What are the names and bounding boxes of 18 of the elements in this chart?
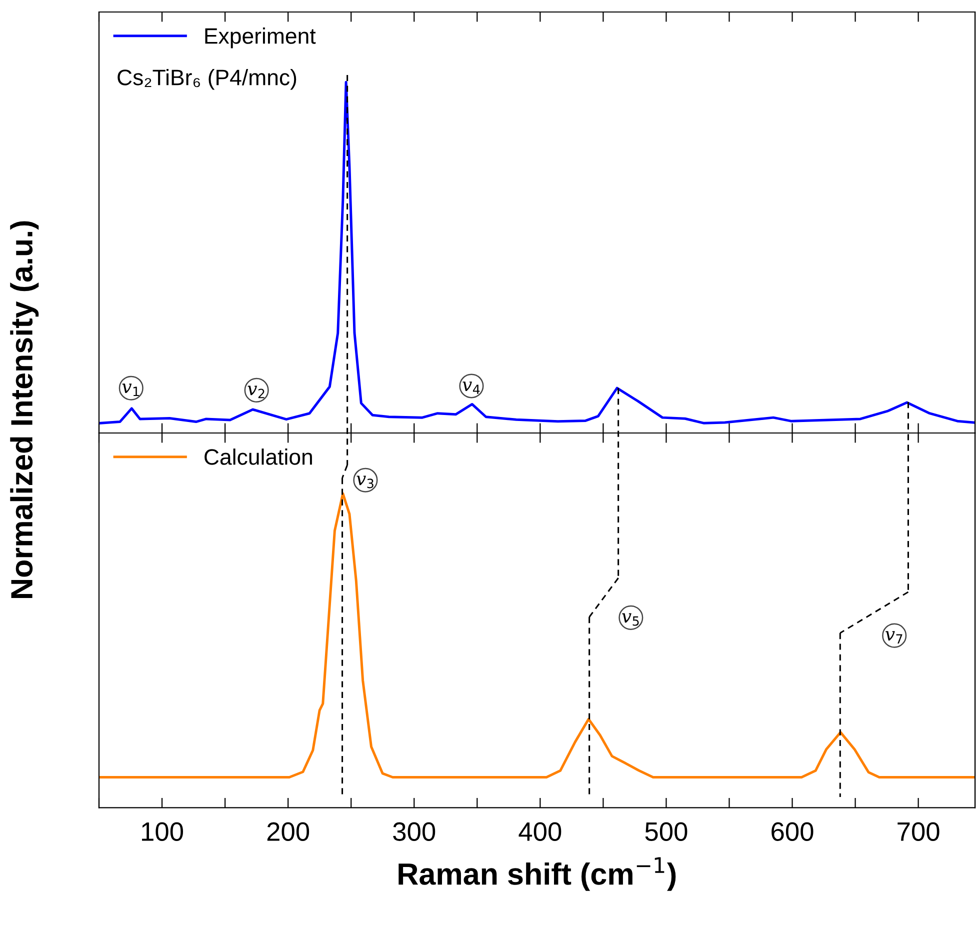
x-tick-label: 700 [898,822,940,841]
annotation: v$_{7}$ [886,631,902,644]
x-tick-label: 300 [393,822,436,841]
x-tick-label: 400 [518,822,562,841]
annotation: Cs₂TiBr₆ (P4/mnc) [118,69,296,90]
annotation: v$_{2}$ [248,386,264,398]
x-tick-label: 500 [645,822,688,841]
annotation: v$_{3}$ [356,476,374,488]
annotation: v$_{4}$ [462,382,480,394]
x-tick-label: 600 [772,822,814,841]
legend-label: Experiment [205,28,316,48]
annotation: v$_{1}$ [122,384,139,396]
x-axis-title: Raman shift (cm$^{−1}$) [398,857,676,891]
x-tick-label: 200 [267,822,310,841]
y-axis-title: Normalized Intensity (a.u.) [10,221,39,598]
x-tick-label: 100 [142,822,184,841]
annotation: v$_{5}$ [622,613,639,626]
legend-label: Calculation [204,448,312,465]
